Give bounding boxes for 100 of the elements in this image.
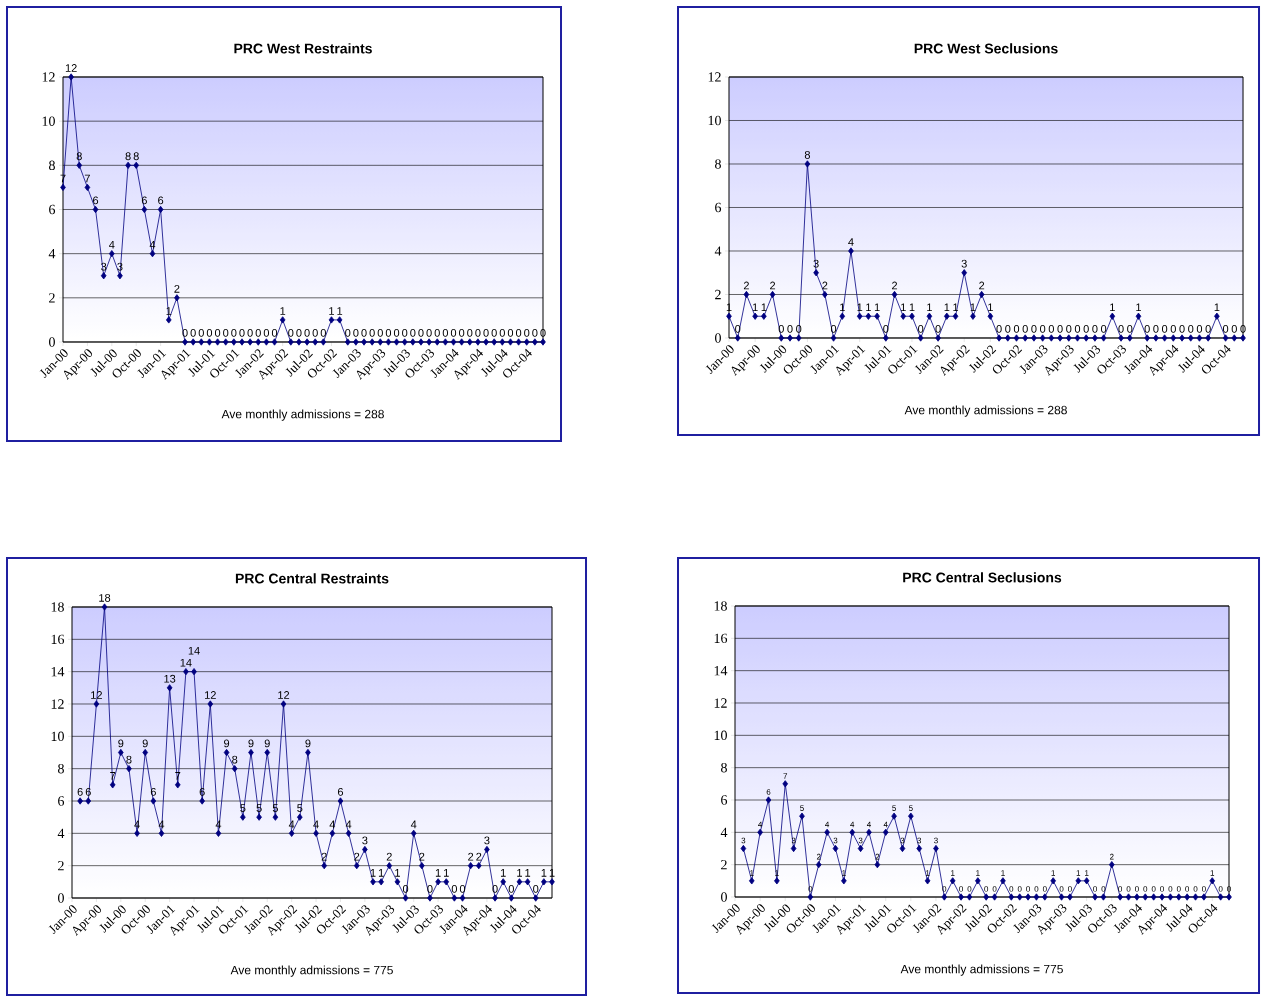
point [149, 250, 156, 258]
data-label: 0 [1179, 325, 1185, 333]
point [68, 73, 74, 81]
point [839, 312, 846, 320]
point [141, 205, 148, 214]
point [1050, 877, 1056, 885]
data-label: 0 [1048, 325, 1054, 333]
point [182, 338, 188, 346]
point [1134, 893, 1140, 901]
point [101, 603, 108, 611]
data-label: 0 [1127, 325, 1133, 333]
point [427, 894, 433, 902]
data-label: 0 [271, 329, 278, 337]
point [84, 183, 91, 192]
data-label: 0 [1059, 886, 1064, 892]
point [900, 312, 907, 320]
data-label: 0 [206, 329, 213, 337]
data-label: 3 [741, 837, 746, 844]
data-label: 1 [1110, 303, 1115, 312]
data-label: 18 [99, 594, 111, 602]
point [508, 894, 515, 902]
data-label: 1 [166, 307, 172, 315]
y-tick-label: 8 [715, 159, 721, 169]
data-label: 0 [1092, 325, 1098, 333]
point [150, 797, 157, 805]
data-label: 0 [787, 325, 793, 333]
point [133, 161, 140, 169]
point [402, 894, 409, 902]
data-label: 0 [1009, 886, 1014, 892]
data-label: 6 [199, 788, 205, 796]
data-label: 6 [766, 789, 771, 795]
data-label: 7 [175, 772, 181, 780]
point [272, 813, 279, 821]
data-label: 1 [378, 869, 384, 877]
y-tick-label: 16 [714, 633, 728, 644]
data-label: 0 [1068, 886, 1072, 892]
y-tick-label: 0 [721, 892, 727, 902]
data-label: 5 [892, 805, 896, 811]
y-tick-label: 8 [721, 762, 727, 773]
point [142, 748, 149, 757]
data-label: 0 [1093, 886, 1097, 892]
point [483, 338, 489, 346]
point [1031, 334, 1037, 342]
data-label: 0 [320, 329, 326, 337]
data-label: 12 [65, 64, 77, 72]
data-label: 0 [393, 329, 400, 337]
data-label: 7 [110, 772, 116, 780]
point [1075, 877, 1082, 885]
data-label: 4 [134, 820, 140, 829]
point [353, 338, 359, 346]
point [899, 844, 906, 853]
data-label: 1 [517, 869, 522, 877]
point [1016, 893, 1023, 901]
data-label: 4 [313, 820, 319, 829]
point [1126, 334, 1133, 342]
data-label: 2 [875, 853, 880, 860]
point [1135, 312, 1142, 320]
data-label: 0 [1196, 325, 1203, 333]
data-label: 1 [337, 307, 343, 315]
y-tick-label: 14 [51, 667, 65, 677]
data-label: 0 [1083, 325, 1089, 333]
y-tick-label: 0 [49, 337, 55, 347]
y-tick-label: 10 [708, 115, 721, 126]
data-label: 0 [190, 329, 196, 337]
point [975, 877, 981, 885]
data-label: 1 [370, 869, 376, 877]
data-label: 0 [492, 885, 498, 893]
point [830, 334, 837, 342]
data-label: 0 [1227, 886, 1231, 892]
point [320, 338, 327, 346]
point [1217, 893, 1224, 901]
y-tick-label: 12 [714, 698, 727, 708]
data-label: 4 [329, 820, 336, 829]
chart-title: PRC Central Seclusions [903, 572, 1062, 583]
data-label: 0 [830, 325, 837, 333]
point [93, 700, 100, 708]
point [165, 316, 172, 324]
point [804, 160, 811, 168]
data-label: 1 [951, 870, 955, 876]
data-label: 0 [1153, 325, 1159, 333]
y-tick-label: 6 [715, 202, 722, 213]
data-label: 7 [783, 773, 788, 779]
data-label: 1 [953, 303, 959, 312]
point [1142, 893, 1149, 901]
point [743, 290, 750, 299]
point [222, 338, 229, 346]
point [240, 813, 246, 821]
data-label: 0 [483, 329, 489, 337]
data-label: 0 [418, 329, 424, 337]
data-label: 1 [525, 869, 531, 877]
point [491, 338, 497, 346]
data-label: 4 [866, 821, 871, 828]
point [891, 812, 897, 820]
point [1209, 877, 1216, 885]
data-label: 8 [232, 755, 238, 764]
point [866, 828, 872, 836]
y-tick-label: 12 [51, 699, 64, 709]
point [1161, 334, 1168, 342]
point [757, 828, 763, 836]
data-label: 1 [549, 869, 555, 877]
